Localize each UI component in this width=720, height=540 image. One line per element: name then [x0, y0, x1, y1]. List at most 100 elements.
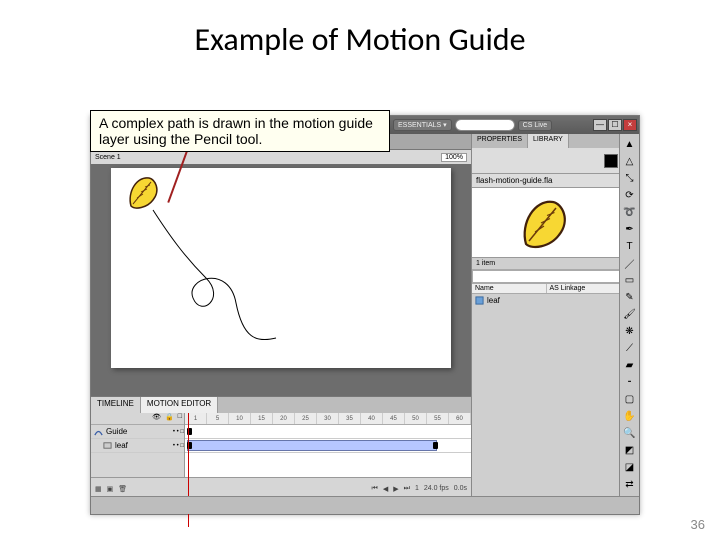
close-button[interactable]: × [623, 119, 637, 131]
new-folder-icon[interactable]: ▣ [107, 485, 114, 493]
timeline-tabs: TIMELINE MOTION EDITOR [91, 397, 471, 413]
library-preview-leaf [517, 196, 577, 250]
frames-area[interactable]: 151015202530354045505560 [185, 413, 471, 477]
zoom-tool[interactable]: 🔍 [622, 425, 638, 441]
pencil-tool[interactable]: ✎ [622, 289, 638, 305]
time-label: 0.0s [454, 485, 467, 492]
lasso-tool[interactable]: ➰ [622, 204, 638, 220]
delete-layer-icon[interactable]: 🗑 [118, 485, 127, 493]
cslive-button[interactable]: CS Live [518, 120, 553, 131]
layer-leaf[interactable]: leaf • • □ [91, 439, 184, 453]
line-tool[interactable]: ／ [622, 255, 638, 271]
3d-rotate-tool[interactable]: ⟳ [622, 187, 638, 203]
search-field[interactable] [455, 119, 515, 131]
callout-box: A complex path is drawn in the motion gu… [90, 110, 390, 152]
bone-tool[interactable]: ⟋ [622, 340, 638, 356]
col-name[interactable]: Name [472, 284, 547, 293]
keyframe-end[interactable] [433, 442, 438, 449]
stage[interactable] [111, 168, 451, 368]
ruler-tick[interactable]: 10 [229, 413, 251, 424]
classic-tween-span[interactable] [187, 440, 437, 451]
lock-icon[interactable]: 🔒 [165, 413, 174, 424]
tab-timeline[interactable]: TIMELINE [91, 397, 141, 413]
pen-tool[interactable]: ✒ [622, 221, 638, 237]
eye-icon[interactable]: 👁 [152, 413, 161, 424]
eraser-tool[interactable]: ▢ [622, 391, 638, 407]
rectangle-tool[interactable]: ▭ [622, 272, 638, 288]
selection-tool[interactable]: ▲ [622, 136, 638, 152]
ruler-tick[interactable]: 20 [273, 413, 295, 424]
eyedropper-tool[interactable]: ⁃ [622, 374, 638, 390]
playback-next-icon[interactable]: ▶ [393, 485, 398, 493]
library-item-name: leaf [487, 296, 500, 305]
layer-column: 👁 🔒 □ Guide • • □ leaf • • □ [91, 413, 185, 477]
col-linkage[interactable]: AS Linkage [547, 284, 622, 293]
library-item-count: 1 item [472, 258, 621, 270]
maximize-button[interactable]: ☐ [608, 119, 622, 131]
tab-motion-editor[interactable]: MOTION EDITOR [141, 397, 218, 413]
fill-color-tool[interactable]: ◪ [622, 459, 638, 475]
path-curve [153, 210, 276, 340]
zoom-field[interactable]: 100% [441, 153, 467, 162]
ruler-tick[interactable]: 15 [251, 413, 273, 424]
ruler-tick[interactable]: 45 [383, 413, 405, 424]
swap-tool[interactable]: ⇄ [622, 476, 638, 492]
playback-prev-icon[interactable]: ◀ [383, 485, 388, 493]
document-area: flash-motion-guide.fla Scene 1 100% [91, 134, 471, 396]
playback-last-icon[interactable]: ⏭ [404, 485, 410, 493]
ruler-tick[interactable]: 30 [317, 413, 339, 424]
minimize-button[interactable]: — [593, 119, 607, 131]
library-preview [472, 188, 621, 258]
library-search-row [472, 270, 621, 284]
ruler-tick[interactable]: 55 [427, 413, 449, 424]
ruler-tick[interactable]: 50 [405, 413, 427, 424]
hand-tool[interactable]: ✋ [622, 408, 638, 424]
library-file-dropdown[interactable]: flash-motion-guide.fla [472, 174, 621, 188]
pasteboard[interactable] [91, 164, 471, 396]
subselect-tool[interactable]: △ [622, 153, 638, 169]
leaf-track[interactable] [185, 439, 471, 453]
guide-layer-icon [94, 427, 103, 436]
tools-panel: ▲△⤡⟳➰✒T／▭✎🖌❋⟋▰⁃▢✋🔍◩◪⇄ [619, 134, 639, 496]
library-search-input[interactable] [472, 270, 621, 283]
ruler-tick[interactable]: 25 [295, 413, 317, 424]
library-file-name: flash-motion-guide.fla [476, 176, 552, 185]
tab-properties[interactable]: PROPERTIES [472, 134, 528, 148]
layer-guide[interactable]: Guide • • □ [91, 425, 184, 439]
text-tool[interactable]: T [622, 238, 638, 254]
flash-window: ESSENTIALS ▾ CS Live — ☐ × flash-motion-… [90, 115, 640, 515]
properties-mini [472, 148, 621, 174]
workspace-label[interactable]: ESSENTIALS ▾ [393, 119, 452, 131]
slide-title: Example of Motion Guide [0, 0, 720, 69]
current-frame: 1 [415, 485, 419, 492]
guide-track[interactable] [185, 425, 471, 439]
frame-ruler[interactable]: 151015202530354045505560 [185, 413, 471, 425]
free-transform-tool[interactable]: ⤡ [622, 170, 638, 186]
edit-bar: Scene 1 100% [91, 150, 471, 164]
scene-label[interactable]: Scene 1 [95, 154, 121, 161]
layer-name: leaf [115, 441, 128, 450]
stroke-color-tool[interactable]: ◩ [622, 442, 638, 458]
paint-bucket-tool[interactable]: ▰ [622, 357, 638, 373]
layer-icon [103, 441, 112, 450]
library-columns: Name AS Linkage [472, 284, 621, 294]
ruler-tick[interactable]: 5 [207, 413, 229, 424]
deco-tool[interactable]: ❋ [622, 323, 638, 339]
motion-guide-path[interactable] [111, 168, 451, 368]
playback-first-icon[interactable]: ⏮ [372, 485, 378, 493]
ruler-tick[interactable]: 60 [449, 413, 471, 424]
new-layer-icon[interactable]: ▦ [95, 485, 102, 493]
workspace-switcher[interactable]: ESSENTIALS ▾ CS Live [393, 119, 552, 131]
brush-tool[interactable]: 🖌 [622, 306, 638, 322]
library-item[interactable]: leaf [472, 294, 621, 307]
timeline-body: 👁 🔒 □ Guide • • □ leaf • • □ 15101520253… [91, 413, 471, 477]
color-swatch[interactable] [604, 154, 618, 168]
fps-label: 24.0 fps [424, 485, 449, 492]
movieclip-icon [475, 296, 484, 305]
ruler-tick[interactable]: 40 [361, 413, 383, 424]
status-bar [91, 496, 639, 514]
tab-library[interactable]: LIBRARY [528, 134, 569, 148]
outline-icon[interactable]: □ [178, 413, 182, 424]
layer-header: 👁 🔒 □ [91, 413, 184, 425]
ruler-tick[interactable]: 35 [339, 413, 361, 424]
